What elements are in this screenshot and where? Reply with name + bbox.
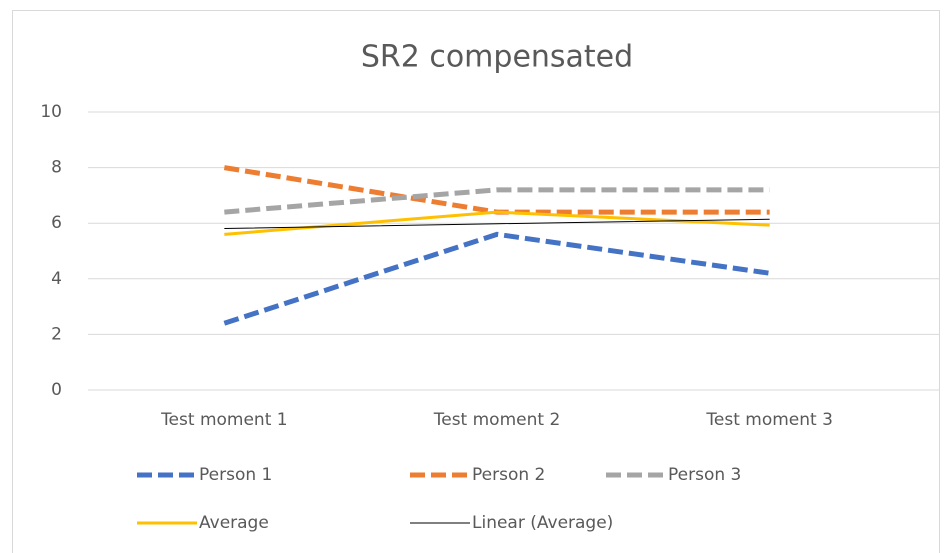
y-tick-label: 10 <box>40 102 62 122</box>
legend-label: Linear (Average) <box>472 513 613 533</box>
x-tick-label: Test moment 2 <box>433 410 561 430</box>
legend-label: Person 1 <box>199 465 272 485</box>
legend-label: Person 3 <box>668 465 741 485</box>
legend-label: Average <box>199 513 269 533</box>
y-tick-label: 8 <box>51 158 62 178</box>
chart-border <box>12 10 940 553</box>
series-line <box>224 218 770 229</box>
series-line <box>223 231 771 326</box>
series-line <box>224 187 770 215</box>
y-tick-label: 2 <box>51 324 62 344</box>
y-tick-label: 4 <box>51 269 62 289</box>
y-tick-label: 0 <box>51 380 62 400</box>
x-tick-label: Test moment 3 <box>705 410 833 430</box>
y-tick-label: 6 <box>51 213 62 233</box>
chart-title: SR2 compensated <box>361 40 633 75</box>
x-tick-label: Test moment 1 <box>160 410 288 430</box>
legend-label: Person 2 <box>472 465 545 485</box>
